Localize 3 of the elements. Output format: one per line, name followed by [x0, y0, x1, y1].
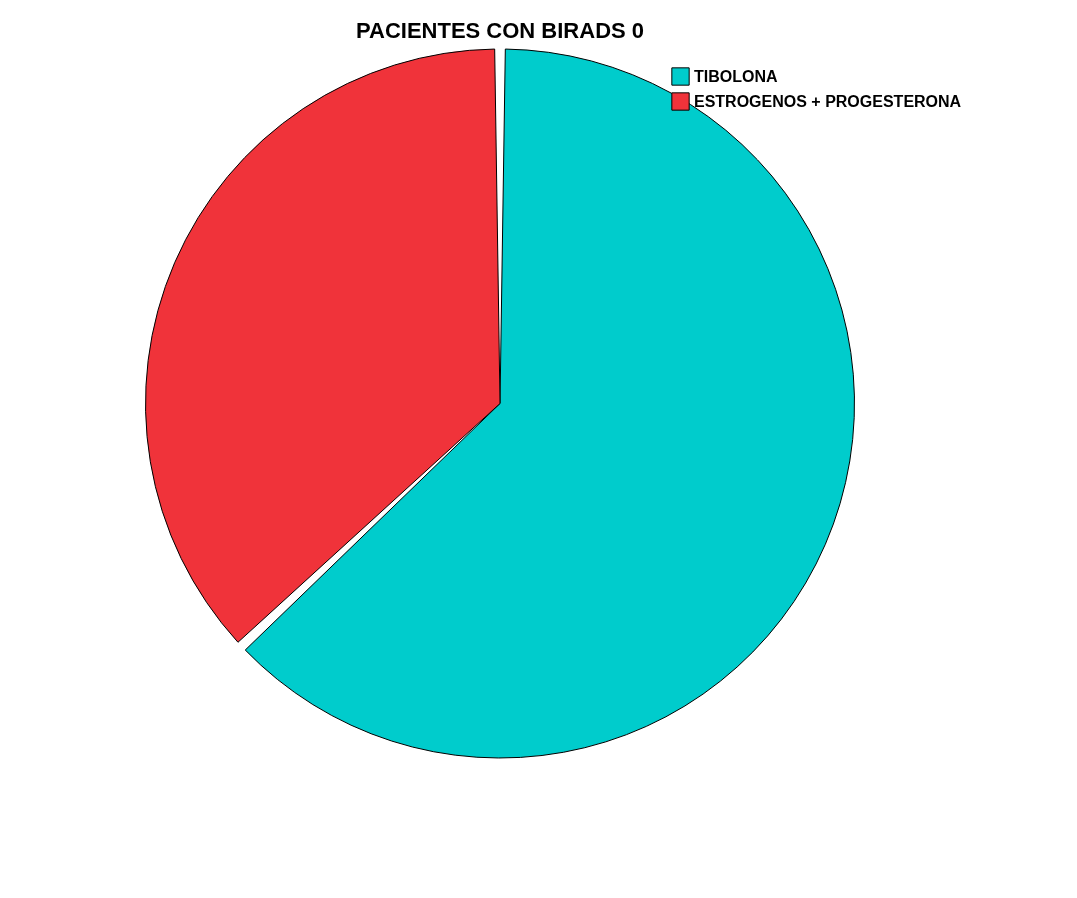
chart-title: PACIENTES CON BIRADS 0 — [355, 18, 645, 44]
legend-label: TIBOLONA — [694, 67, 778, 85]
legend-label: ESTROGENOS + PROGESTERONA — [694, 92, 962, 110]
